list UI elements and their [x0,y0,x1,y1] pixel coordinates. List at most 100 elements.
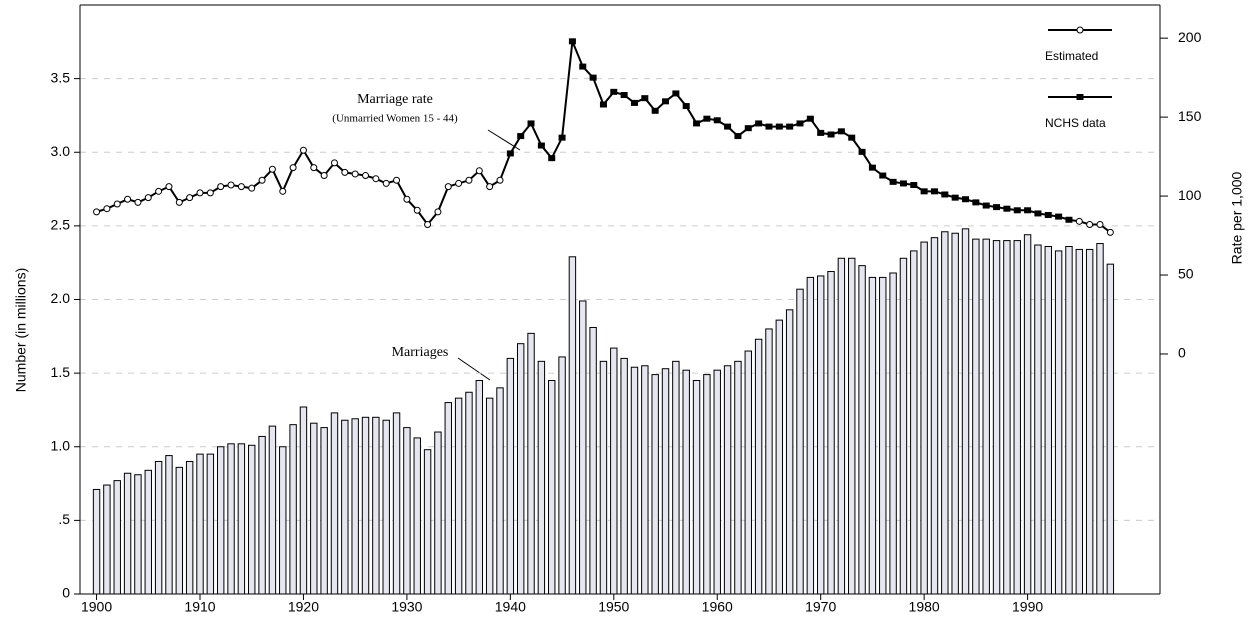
bar [516,343,525,595]
marker [951,194,959,201]
y-tick-label: 2.0 [51,290,71,306]
y-tick-label: .5 [58,511,70,527]
bar [703,374,711,595]
marker [444,183,452,191]
bar [423,449,432,595]
marker [817,129,825,136]
bar [827,271,835,595]
bar [268,425,277,595]
bar [444,402,452,595]
marker [506,150,514,157]
bar [1054,250,1063,595]
bar [382,419,390,595]
bar [1096,243,1104,595]
bar [837,257,846,595]
bar [279,446,287,595]
marker [475,167,483,175]
bar [310,422,318,595]
x-tick-label: 1980 [909,599,940,615]
y-axis-label: Number (in millions) [13,268,29,392]
bar [920,241,928,595]
marker [393,176,401,184]
marker [765,123,773,130]
bar [548,379,556,595]
marker [206,189,214,197]
marker [424,220,432,228]
bar [806,276,815,595]
marker [1024,207,1032,214]
bar [930,237,939,595]
bar [568,256,577,595]
marker [899,180,907,187]
marker [868,164,876,171]
marker [134,198,142,206]
marker [858,148,866,155]
bar [672,360,680,595]
bar [961,228,970,595]
bar [641,365,649,595]
marker [1003,205,1011,212]
marker [113,200,121,208]
bar [796,288,804,595]
marker [599,101,607,108]
bar [248,444,256,595]
bar [775,319,784,595]
y-tick-label: 1.5 [51,364,71,380]
bar [723,365,732,595]
bar [1075,248,1084,595]
bar [858,265,866,595]
marker [734,133,742,140]
x-tick-label: 1940 [495,599,526,615]
bar [589,326,597,595]
annotation: Marriage rate [357,92,433,107]
marker [1106,228,1114,236]
x-tick-label: 1920 [288,599,319,615]
marker [268,165,276,173]
marker [982,202,990,209]
bar [330,412,339,595]
bar [134,474,142,595]
marker [889,178,897,185]
annotation-pointer [457,357,491,381]
bar [692,379,701,595]
bar [341,419,349,595]
marker [775,123,783,130]
marker [641,95,649,102]
bar [496,387,504,595]
bar [103,484,111,595]
bar [972,238,980,595]
marker [413,206,421,214]
line [509,40,1070,221]
x-tick-label: 1970 [805,599,836,615]
marker [1034,210,1042,217]
bar [1085,248,1094,595]
bar [154,460,163,595]
bar [620,357,628,595]
bar [506,357,515,595]
annotation: (Unmarried Women 15 - 44) [332,113,458,125]
bar [734,360,742,595]
marker [682,103,690,110]
marker [1075,217,1083,225]
marker [662,98,670,105]
bar [372,416,380,595]
x-tick-label: 1990 [1012,599,1043,615]
y2-tick-label: 150 [1178,108,1202,124]
marker [103,205,111,213]
marker [455,179,463,187]
marker [155,187,163,195]
marker [486,183,494,191]
y2-tick-label: 200 [1178,29,1202,45]
marker [941,191,949,198]
marker [713,117,721,124]
y-tick-label: 0 [62,585,70,601]
bar [527,332,535,595]
bar [982,238,990,595]
marker [186,194,194,202]
marker [693,120,701,127]
marker [837,128,845,135]
bar [351,418,359,595]
bar [1065,245,1073,595]
bar [713,369,721,595]
bar [899,257,908,595]
